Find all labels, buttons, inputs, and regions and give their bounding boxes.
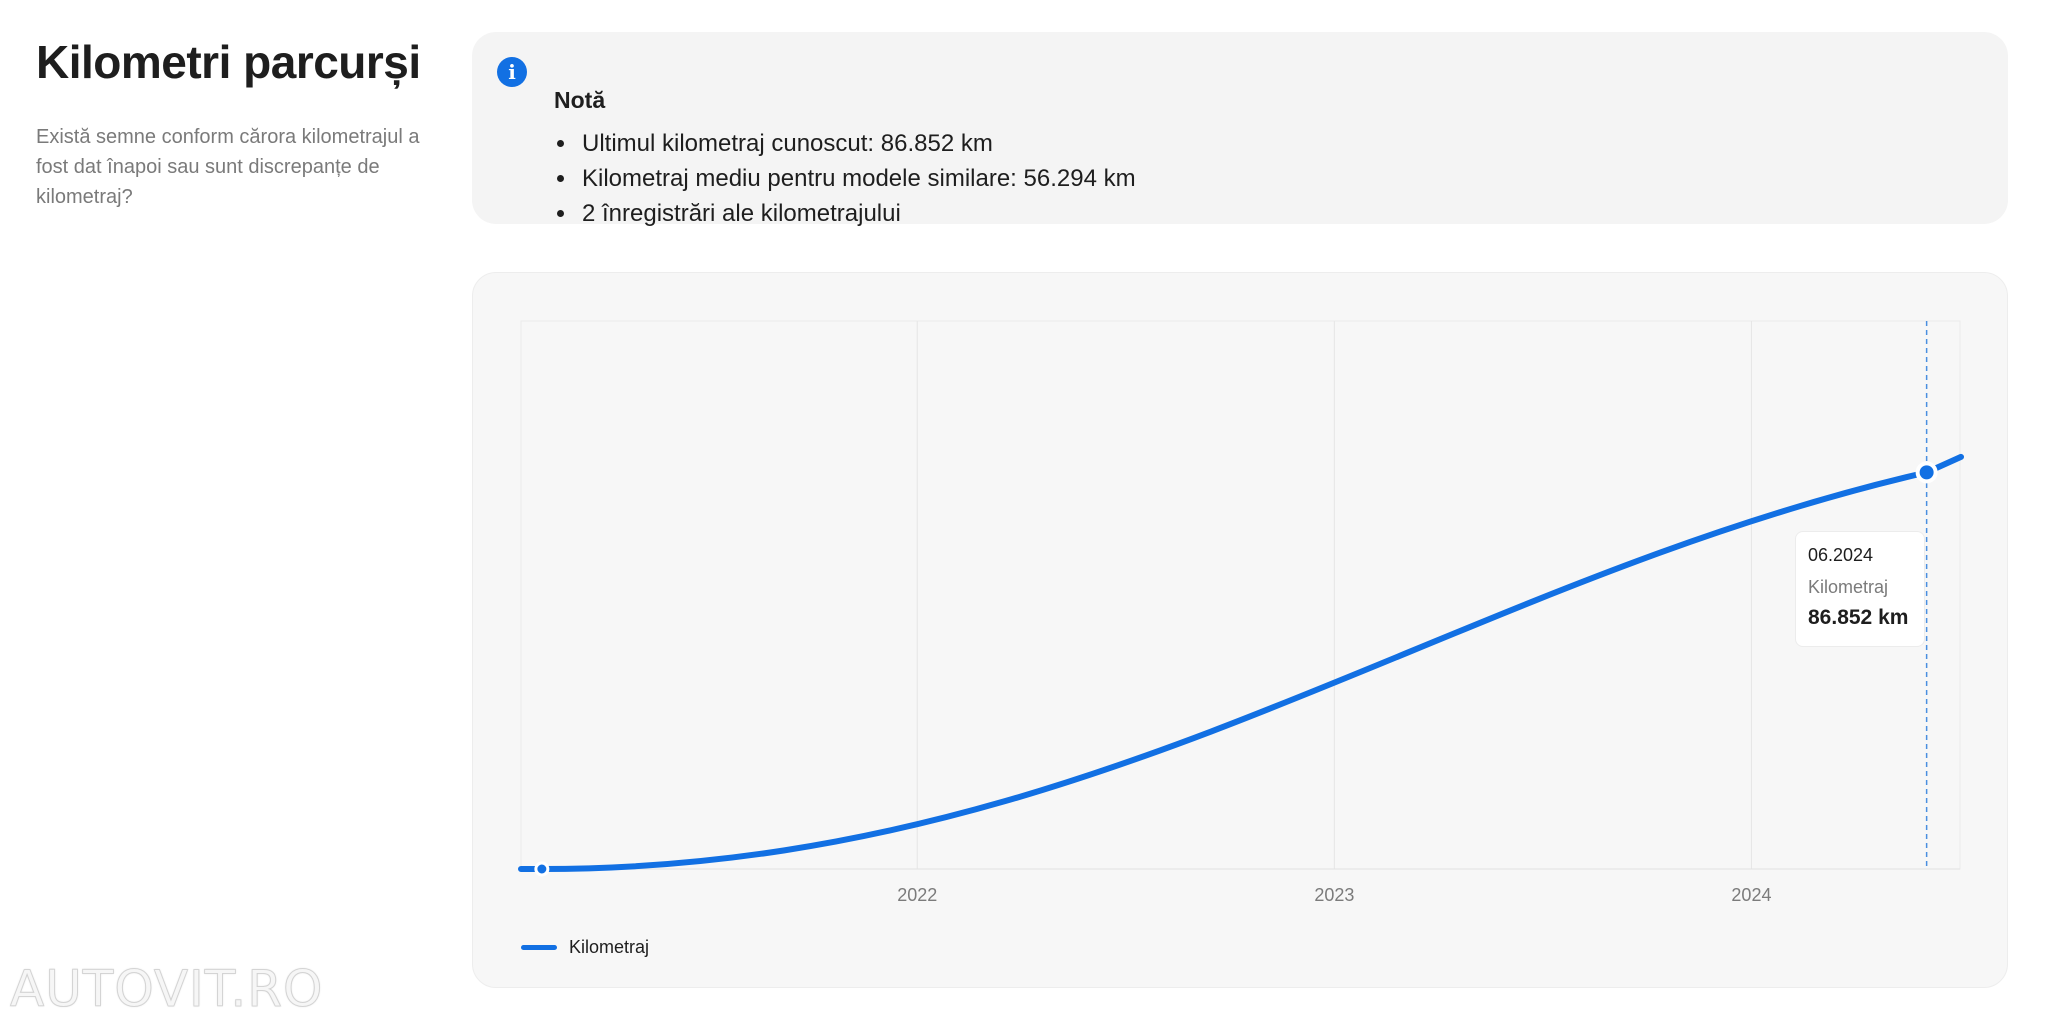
tooltip-date: 06.2024 — [1808, 545, 1874, 565]
tooltip-value: 86.852 km — [1808, 606, 1909, 629]
x-tick-label: 2023 — [1314, 885, 1354, 905]
page-subtitle: Există semne conform cărora kilometrajul… — [36, 126, 420, 208]
x-tick-label: 2024 — [1731, 885, 1771, 905]
note-item-average-mileage: Kilometraj mediu pentru modele similare:… — [578, 161, 1136, 196]
note-item-last-mileage: Ultimul kilometraj cunoscut: 86.852 km — [578, 126, 1136, 161]
note-list: Ultimul kilometraj cunoscut: 86.852 km K… — [554, 126, 1136, 231]
page-title: Kilometri parcurși — [36, 36, 421, 88]
tooltip-label: Kilometraj — [1808, 577, 1889, 597]
info-icon: i — [497, 57, 527, 87]
note-item-records-count: 2 înregistrări ale kilometrajului — [578, 196, 1136, 231]
data-point-start — [534, 861, 550, 877]
chart-tooltip: 06.2024 Kilometraj 86.852 km — [1795, 531, 1925, 647]
left-column: Kilometri parcurși Există semne conform … — [36, 34, 426, 212]
chart-legend[interactable]: Kilometraj — [521, 937, 649, 958]
series-line-kilometraj — [518, 453, 1964, 872]
mileage-chart[interactable]: 2022 2023 2024 — [473, 273, 2009, 989]
x-tick-label: 2022 — [897, 885, 937, 905]
data-point-latest — [1915, 461, 1938, 484]
note-card: i Notă Ultimul kilometraj cunoscut: 86.8… — [472, 32, 2008, 227]
plot-area — [520, 320, 1961, 870]
mileage-chart-card: 2022 2023 2024 06.2024 Kilometraj 86.852 k… — [472, 272, 2008, 988]
legend-label: Kilometraj — [569, 937, 650, 957]
note-title: Notă — [554, 87, 606, 113]
watermark-logo: AUTOVIT.RO — [9, 960, 324, 1019]
legend-swatch — [521, 945, 557, 950]
